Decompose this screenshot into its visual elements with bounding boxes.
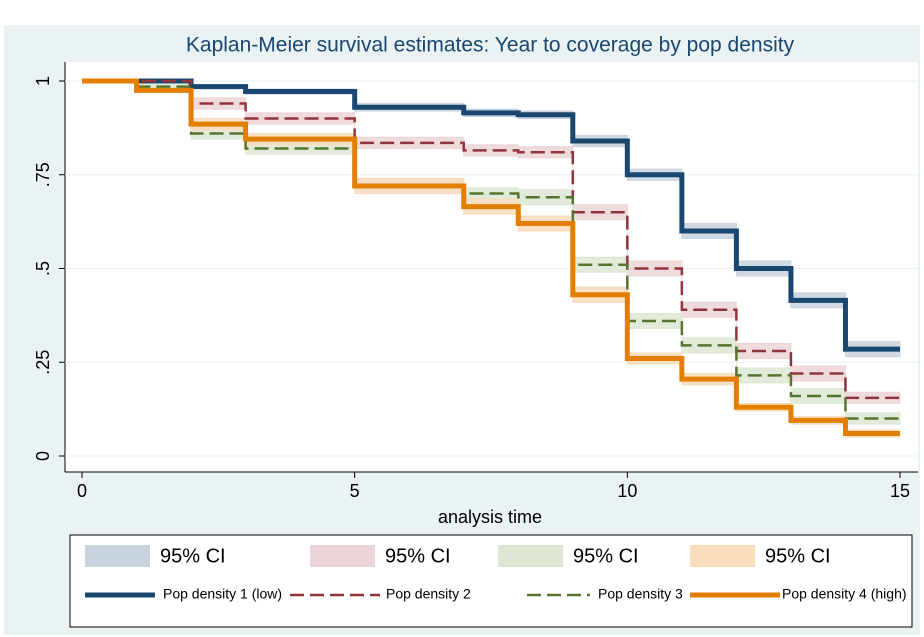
- legend-label: 95% CI: [765, 545, 831, 567]
- y-tick-label: .75: [33, 162, 53, 187]
- survival-line: [82, 79, 900, 420]
- legend-label: Pop density 2: [386, 586, 471, 602]
- survival-line: [82, 78, 900, 352]
- y-tick-label: .5: [33, 261, 53, 276]
- legend-swatch: [690, 545, 755, 567]
- y-tick-label: .25: [33, 350, 53, 375]
- legend-label: 95% CI: [385, 545, 451, 567]
- legend-label: Pop density 4 (high): [782, 586, 907, 602]
- legend-label: Pop density 3: [598, 586, 683, 602]
- legend-label: Pop density 1 (low): [163, 586, 282, 602]
- y-tick-label: 0: [33, 451, 53, 461]
- x-axis-label: analysis time: [438, 507, 542, 527]
- legend-swatch: [498, 545, 563, 567]
- legend-swatch: [310, 545, 375, 567]
- x-tick-label: 10: [617, 481, 637, 501]
- x-tick-label: 0: [77, 481, 87, 501]
- legend-swatch: [85, 545, 150, 567]
- survival-line: [82, 79, 900, 400]
- y-tick-label: 1: [33, 76, 53, 86]
- chart-title: Kaplan-Meier survival estimates: Year to…: [186, 34, 795, 57]
- legend-label: 95% CI: [160, 545, 226, 567]
- x-tick-label: 15: [890, 481, 910, 501]
- legend: [69, 534, 913, 628]
- x-tick-label: 5: [350, 481, 360, 501]
- ci-band: [82, 80, 901, 404]
- legend-label: 95% CI: [573, 545, 639, 567]
- survival-line: [82, 78, 900, 436]
